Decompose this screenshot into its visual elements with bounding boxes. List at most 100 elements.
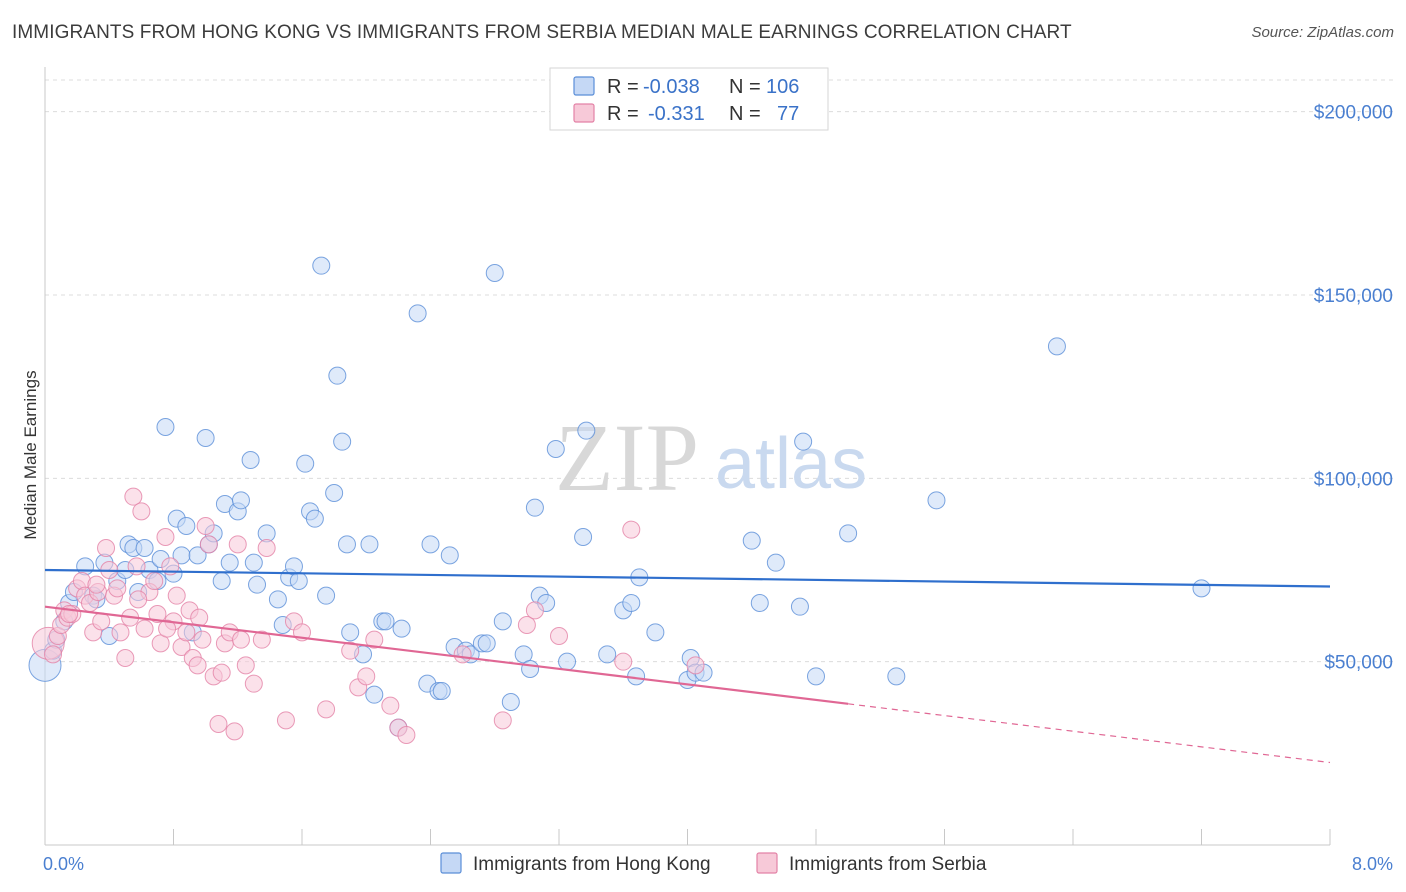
x-tick-label-min: 0.0% <box>43 854 84 874</box>
point-series1-26 <box>145 572 164 590</box>
point-series0-66 <box>440 546 459 565</box>
point-series0-84 <box>598 645 617 664</box>
watermark-zip: ZIP <box>555 404 699 511</box>
point-series1-32 <box>167 586 186 605</box>
point-series0-30 <box>212 572 231 590</box>
bottom-legend-label-serbia: Immigrants from Serbia <box>789 854 987 875</box>
point-series1-74 <box>231 630 250 649</box>
point-series0-53 <box>341 623 360 642</box>
point-series0-76 <box>521 660 540 678</box>
bottom-legend-swatch-serbia <box>756 852 778 874</box>
axes <box>44 67 1331 846</box>
watermark-atlas: atlas <box>715 424 867 504</box>
point-series0-26 <box>188 546 207 565</box>
point-series1-21 <box>124 487 143 506</box>
legend-n-label-hk: N = <box>729 76 761 98</box>
legend-n-value-hk: 106 <box>766 76 799 98</box>
trend-line-extension-series1 <box>848 703 1331 764</box>
point-series1-13 <box>92 612 111 631</box>
point-series1-62 <box>397 726 416 744</box>
y-tick-label-3: $200,000 <box>1314 103 1393 124</box>
point-series1-24 <box>135 619 154 638</box>
trend-line-series1 <box>44 605 849 705</box>
x-tick-labels: 0.0% 8.0% <box>43 854 1393 874</box>
point-series0-97 <box>790 597 809 616</box>
legend-r-label-serbia: R = <box>607 103 639 125</box>
point-series1-47 <box>228 535 247 554</box>
point-series0-44 <box>296 454 315 473</box>
watermark: ZIP atlas <box>555 404 867 511</box>
y-tick-label-2: $150,000 <box>1314 286 1393 307</box>
point-series0-81 <box>558 652 577 671</box>
correlation-legend: R = -0.038 N = 106 R = -0.331 N = 77 <box>549 67 829 131</box>
data-points <box>28 256 1211 744</box>
point-series1-40 <box>199 535 218 554</box>
point-series0-36 <box>244 553 263 572</box>
point-series1-64 <box>517 616 536 634</box>
y-tick-labels: $50,000 $100,000 $150,000 $200,000 <box>1314 103 1393 674</box>
bottom-legend-swatch-hong-kong <box>440 852 462 874</box>
legend-n-label-serbia: N = <box>729 103 761 125</box>
point-series0-72 <box>485 264 504 282</box>
trend-line-series0 <box>44 568 1331 588</box>
point-series1-37 <box>188 656 207 675</box>
y-axis-label: Median Male Earnings <box>21 370 40 539</box>
point-series0-35 <box>241 451 260 469</box>
point-series1-70 <box>87 575 106 594</box>
point-series0-6 <box>76 557 95 576</box>
point-series0-50 <box>328 366 347 385</box>
point-series0-58 <box>376 612 395 631</box>
point-series0-20 <box>156 418 175 436</box>
point-series0-49 <box>325 484 344 502</box>
point-series1-66 <box>614 652 633 671</box>
point-series1-52 <box>276 711 295 730</box>
point-series1-46 <box>225 722 244 741</box>
point-series1-1 <box>44 645 63 664</box>
point-series0-83 <box>577 421 596 440</box>
x-tick-label-max: 8.0% <box>1352 854 1393 874</box>
point-series1-34 <box>177 623 196 642</box>
point-series0-101 <box>887 667 906 686</box>
point-series0-60 <box>392 619 411 638</box>
point-series0-43 <box>289 572 308 590</box>
point-series0-103 <box>1047 337 1066 356</box>
point-series0-104 <box>1192 579 1211 598</box>
point-series1-58 <box>357 667 376 686</box>
bottom-legend-label-hong-kong: Immigrants from Hong Kong <box>473 854 711 875</box>
chart-title: IMMIGRANTS FROM HONG KONG VS IMMIGRANTS … <box>12 22 1072 43</box>
point-series0-24 <box>177 517 196 535</box>
point-series0-82 <box>574 528 593 546</box>
point-series1-51 <box>257 539 276 557</box>
point-series1-76 <box>550 627 568 645</box>
point-series1-23 <box>132 502 151 521</box>
point-series1-63 <box>493 711 512 730</box>
legend-r-value-hk: -0.038 <box>643 76 700 98</box>
point-series0-80 <box>546 440 565 458</box>
point-series1-14 <box>97 539 116 557</box>
point-series1-59 <box>365 630 384 649</box>
point-series1-71 <box>129 590 148 609</box>
point-series1-72 <box>158 619 177 638</box>
point-series1-68 <box>686 656 705 675</box>
y-tick-label-0: $50,000 <box>1324 653 1393 674</box>
grid-lines <box>45 79 1395 663</box>
point-series1-67 <box>622 520 641 539</box>
source-label: Source: ZipAtlas.com <box>1251 24 1394 41</box>
point-series0-27 <box>196 429 215 447</box>
point-series1-38 <box>193 630 212 649</box>
point-series1-75 <box>453 645 472 664</box>
point-series1-27 <box>148 605 167 623</box>
point-series0-51 <box>333 432 352 451</box>
point-series1-43 <box>212 663 231 682</box>
point-series1-29 <box>156 528 175 546</box>
legend-swatch-serbia <box>573 103 595 123</box>
legend-swatch-hong-kong <box>573 76 595 96</box>
point-series1-56 <box>341 641 360 660</box>
point-series1-19 <box>116 649 135 667</box>
point-series1-60 <box>381 696 400 715</box>
point-series1-48 <box>236 656 255 675</box>
point-series0-61 <box>408 304 427 323</box>
point-series1-55 <box>317 700 336 719</box>
point-series0-102 <box>927 491 946 510</box>
